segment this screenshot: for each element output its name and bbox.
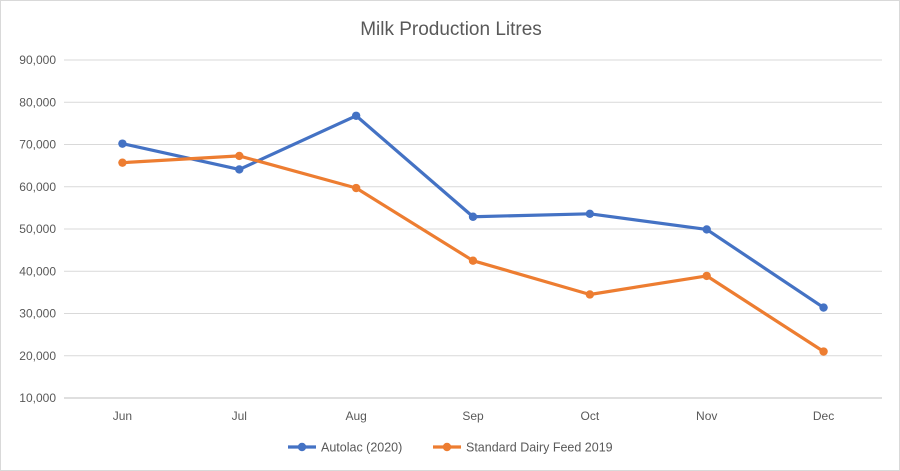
data-point [819, 347, 828, 356]
legend-marker [442, 442, 452, 452]
x-tick-label: Nov [696, 409, 717, 423]
legend-entry: Autolac (2020) [288, 441, 402, 455]
y-tick-label: 10,000 [19, 391, 56, 405]
data-point [235, 165, 244, 174]
data-point [585, 209, 595, 218]
data-point [468, 212, 478, 221]
y-tick-label: 50,000 [19, 222, 56, 236]
y-tick-label: 90,000 [19, 53, 56, 67]
data-point [351, 111, 361, 120]
data-point [702, 225, 711, 234]
series-line [120, 154, 826, 354]
chart-title: Milk Production Litres [360, 19, 542, 40]
x-tick-label: Dec [813, 409, 834, 423]
data-point [702, 271, 711, 281]
data-point [351, 183, 361, 193]
y-tick-label: 70,000 [19, 138, 56, 152]
y-tick-label: 30,000 [19, 307, 56, 321]
x-tick-label: Jun [113, 409, 132, 423]
series-1 [118, 111, 828, 312]
data-point [585, 290, 595, 299]
data-point [235, 151, 244, 161]
y-tick-label: 60,000 [19, 180, 56, 194]
x-tick-label: Sep [462, 409, 484, 423]
series-2 [118, 151, 828, 356]
y-tick-label: 20,000 [19, 349, 56, 363]
legend-marker [297, 442, 307, 452]
y-tick-label: 80,000 [19, 95, 56, 109]
x-tick-label: Jul [232, 409, 247, 423]
y-axis-ticks: 10,000 20,000 30,000 40,000 50,000 60,000 70,0… [19, 53, 56, 405]
data-point [819, 303, 828, 312]
x-tick-label: Oct [581, 409, 600, 423]
data-point [468, 256, 478, 265]
legend-entry: Standard Dairy Feed 2019 [433, 441, 613, 455]
x-tick-label: Aug [345, 409, 366, 423]
legend: Autolac (2020) Standard Dairy Feed 2019 [288, 441, 613, 455]
y-tick-label: 40,000 [19, 264, 56, 278]
gridlines [64, 59, 882, 399]
data-point [118, 139, 127, 148]
legend-label: Autolac (2020) [321, 441, 402, 455]
series-layer [118, 111, 828, 356]
legend-label: Standard Dairy Feed 2019 [466, 441, 613, 455]
x-axis-ticks: Jun Jul Aug Sep Oct Nov Dec [113, 409, 834, 423]
data-point [118, 158, 127, 167]
